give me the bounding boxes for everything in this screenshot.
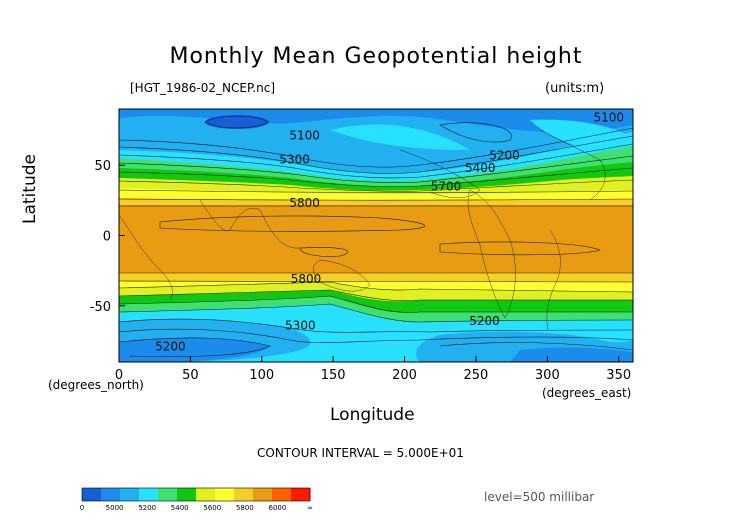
colorbar-label: 5000 [106,504,124,512]
y-tick-label: -50 [90,300,111,315]
colorbar-label: 5200 [138,504,156,512]
x-tick-label: 50 [182,368,199,383]
colorbar-swatch [139,488,159,501]
contour-label: 5700 [431,179,462,193]
chart-title: Monthly Mean Geopotential height [169,44,583,69]
x-tick-label: 0 [115,368,123,383]
colorbar-swatch [215,488,235,501]
contour-label: 5300 [285,318,316,332]
y-tick-label: 0 [103,230,111,245]
contour-label: 5100 [593,110,624,124]
x-tick-label: 150 [321,368,346,383]
colorbar-label: 5400 [171,504,189,512]
x-tick-label: 250 [464,368,489,383]
contour-label: 5200 [469,314,500,328]
contour-label: 5100 [289,129,320,143]
colorbar-swatch [82,488,102,501]
level-label: level=500 millibar [484,490,595,504]
colorbar-frame [81,487,311,502]
y-unit-label: (degrees_north) [48,378,144,392]
x-axis-label: Longitude [330,405,415,425]
colorbar-swatch [158,488,178,501]
colorbar-swatch [291,488,311,501]
colorbar-swatch [177,488,197,501]
contour-label: 5200 [489,148,520,162]
x-tick-label: 350 [606,368,631,383]
contour-label: 5200 [155,340,186,354]
colorbar-label: 6000 [269,504,287,512]
contour-label: 5300 [279,153,310,167]
x-tick-label: 300 [535,368,560,383]
filled-contours [119,109,633,362]
colorbar-swatch [234,488,254,501]
y-axis: 50 0 -50 [90,159,125,315]
colorbar-swatch [272,488,292,501]
x-tick-label: 100 [249,368,274,383]
contour-label: 5800 [289,196,320,210]
file-label: [HGT_1986-02_NCEP.nc] [130,81,276,95]
x-unit-label: (degrees_east) [542,386,632,400]
colorbar-label: 5600 [203,504,221,512]
x-axis: 0 50 100 150 200 250 300 350 [115,356,631,383]
contour-label: 5800 [291,272,322,286]
colorbar-label: ∞ [307,504,313,512]
colorbar-label: 0 [80,504,84,512]
units-label: (units:m) [545,81,605,96]
y-tick-label: 50 [94,159,111,174]
contour-label: 5400 [465,161,496,175]
x-tick-label: 200 [392,368,417,383]
colorbar-swatch [120,488,140,501]
colorbar-label: 5800 [236,504,254,512]
contour-interval-label: CONTOUR INTERVAL = 5.000E+01 [257,446,464,460]
colorbar-swatch [101,488,121,501]
colorbar-swatch [196,488,216,501]
colorbar-swatch [253,488,273,501]
